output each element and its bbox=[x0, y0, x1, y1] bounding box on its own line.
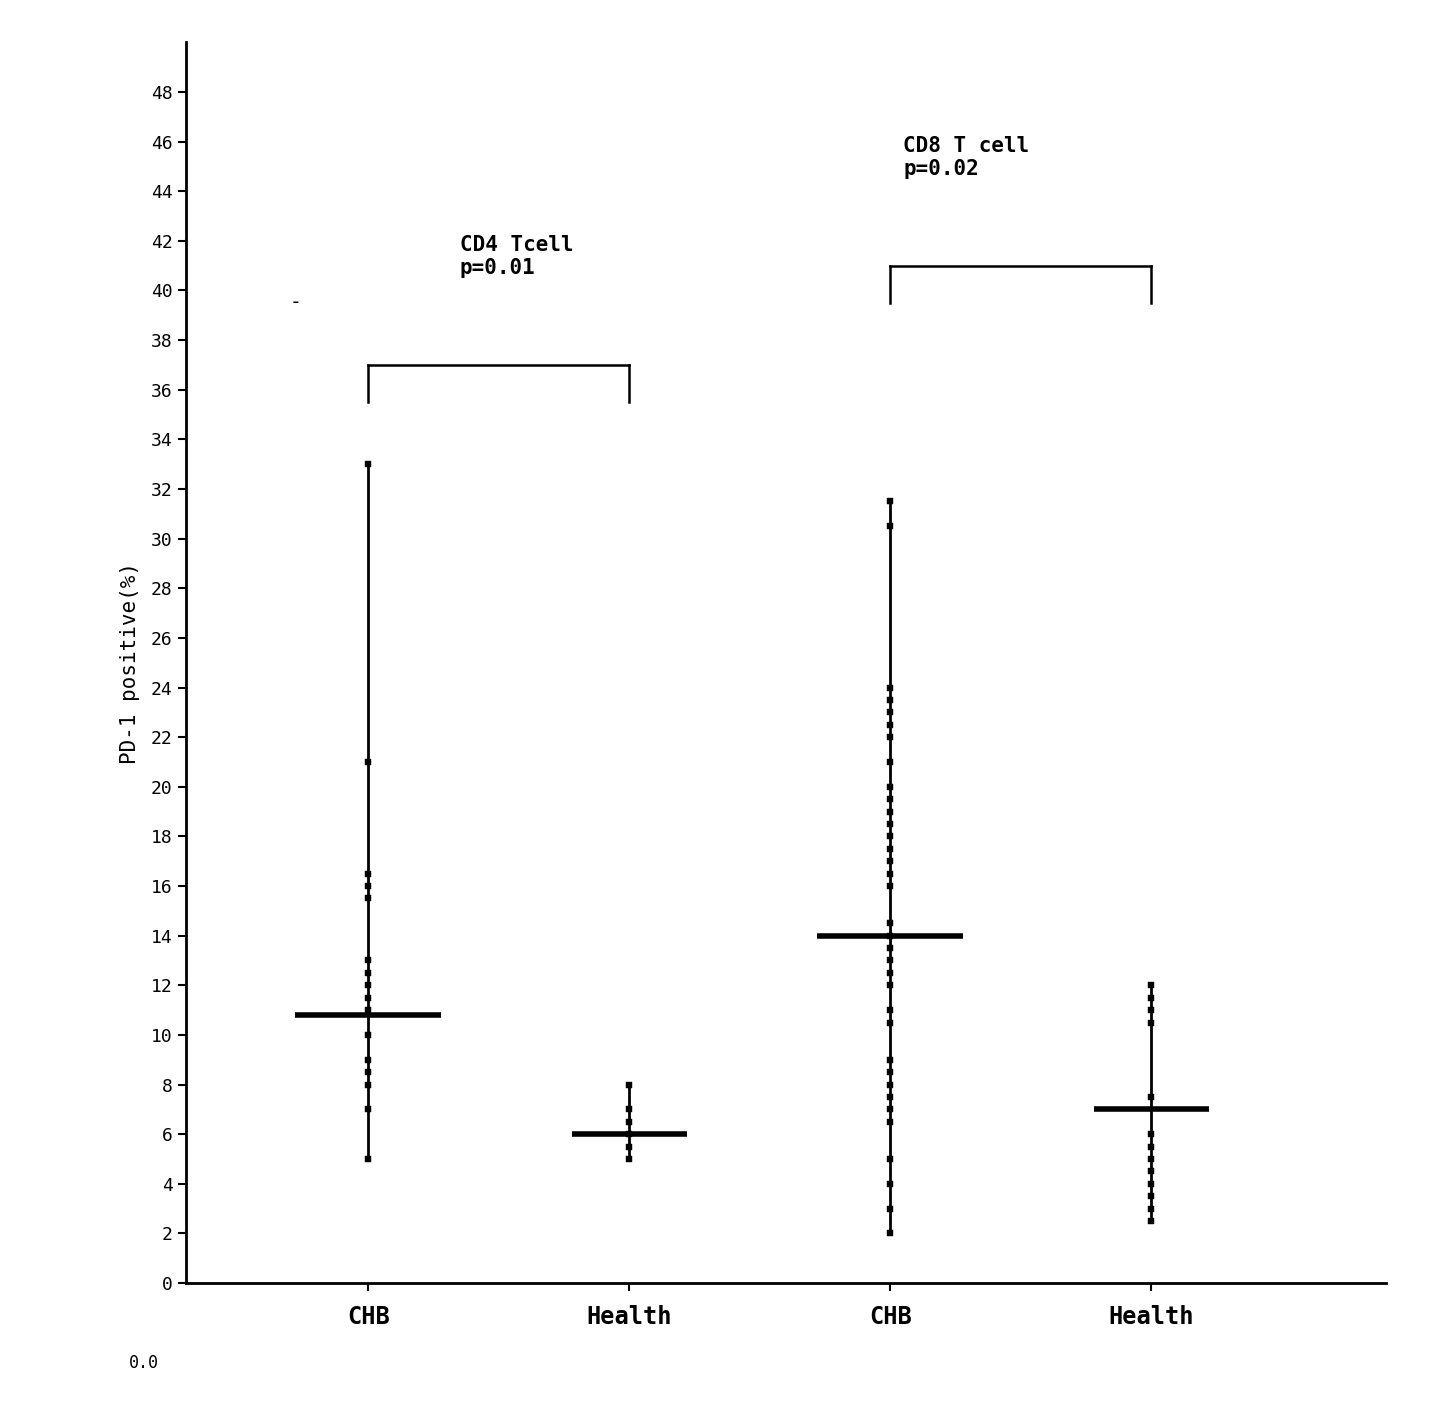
Text: CD4 Tcell
p=0.01: CD4 Tcell p=0.01 bbox=[460, 235, 573, 278]
Text: CD8 T cell
p=0.02: CD8 T cell p=0.02 bbox=[903, 135, 1030, 179]
Text: -: - bbox=[290, 293, 302, 313]
Y-axis label: PD-1 positive(%): PD-1 positive(%) bbox=[120, 561, 140, 764]
Text: 0.0: 0.0 bbox=[129, 1354, 159, 1372]
